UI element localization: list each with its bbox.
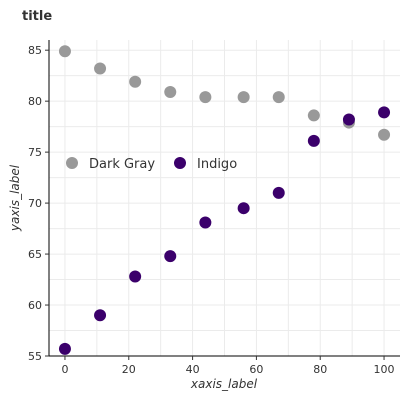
data-points xyxy=(58,45,391,355)
data-point-dark-gray xyxy=(58,45,71,58)
x-tick-label: 60 xyxy=(249,363,263,376)
legend-item-dark-gray: Dark Gray xyxy=(66,157,155,172)
x-axis-ticks: 0 20 40 60 80 100 xyxy=(61,356,395,376)
data-point-indigo xyxy=(272,186,285,199)
legend-item-indigo: Indigo xyxy=(174,157,237,172)
data-point-dark-gray xyxy=(164,85,177,98)
x-tick-label: 0 xyxy=(61,363,68,376)
x-tick-label: 80 xyxy=(313,363,327,376)
data-point-dark-gray xyxy=(272,91,285,104)
chart-title: title xyxy=(22,9,52,24)
y-tick-label: 85 xyxy=(28,44,42,57)
data-point-indigo xyxy=(164,250,177,263)
y-tick-label: 65 xyxy=(28,248,42,261)
y-axis-label: yaxis_label xyxy=(8,164,22,232)
data-point-indigo xyxy=(342,113,355,126)
grid-lines xyxy=(49,40,400,357)
data-point-indigo xyxy=(94,309,107,322)
data-point-dark-gray xyxy=(94,62,107,75)
legend-label-indigo: Indigo xyxy=(197,157,237,172)
data-point-indigo xyxy=(378,106,391,119)
y-tick-label: 80 xyxy=(28,95,42,108)
x-tick-label: 40 xyxy=(186,363,200,376)
data-point-indigo xyxy=(237,202,250,215)
y-axis-ticks: 55 60 65 70 75 80 85 xyxy=(28,44,49,363)
x-tick-label: 100 xyxy=(374,363,395,376)
data-point-dark-gray xyxy=(199,91,212,104)
data-point-dark-gray xyxy=(307,109,320,122)
data-point-indigo xyxy=(58,342,71,355)
data-point-indigo xyxy=(199,216,212,229)
data-point-indigo xyxy=(307,134,320,147)
legend-marker-indigo xyxy=(174,157,186,169)
legend-marker-dark-gray xyxy=(66,157,78,169)
y-tick-label: 75 xyxy=(28,146,42,159)
data-point-indigo xyxy=(129,270,142,283)
data-point-dark-gray xyxy=(237,91,250,104)
y-tick-label: 70 xyxy=(28,197,42,210)
y-tick-label: 55 xyxy=(28,350,42,363)
x-axis-label: xaxis_label xyxy=(190,377,258,391)
legend-label-dark-gray: Dark Gray xyxy=(89,157,155,172)
data-point-dark-gray xyxy=(378,128,391,141)
y-tick-label: 60 xyxy=(28,299,42,312)
legend: Dark Gray Indigo xyxy=(66,157,237,172)
x-tick-label: 20 xyxy=(122,363,136,376)
data-point-dark-gray xyxy=(129,75,142,88)
